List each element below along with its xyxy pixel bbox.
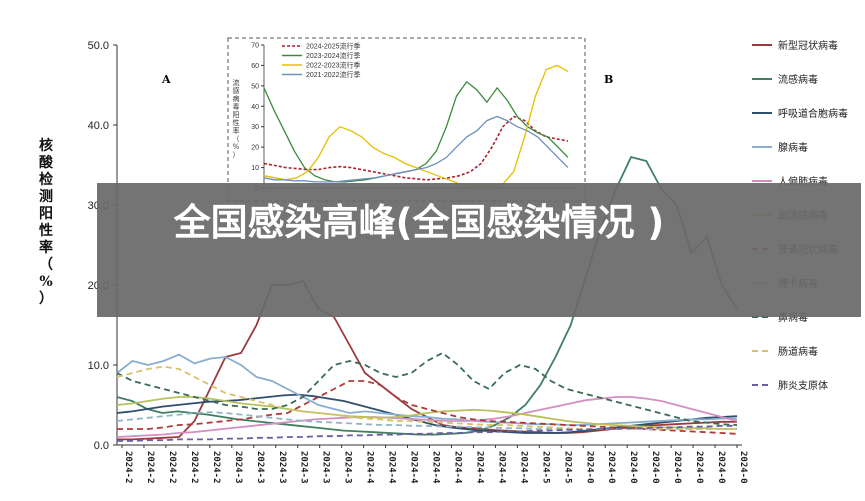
x-tick-label: 2024-3 bbox=[255, 451, 265, 484]
svg-text:（: （ bbox=[39, 257, 53, 273]
svg-text:酸: 酸 bbox=[39, 154, 54, 171]
x-tick-label: 2024-0 bbox=[606, 451, 616, 484]
x-tick-label: 2024-4 bbox=[474, 451, 484, 484]
svg-text:性: 性 bbox=[233, 118, 240, 127]
x-tick-label: 2024-4 bbox=[452, 451, 462, 484]
x-tick-label: 2024-3 bbox=[343, 451, 353, 484]
x-tick-label: 2024-2 bbox=[123, 451, 133, 484]
svg-text:性: 性 bbox=[39, 222, 53, 239]
series-line bbox=[116, 396, 738, 438]
series-line bbox=[116, 411, 737, 430]
svg-text:率: 率 bbox=[233, 126, 240, 135]
svg-text:检: 检 bbox=[39, 171, 53, 188]
inset-y-tick-label: 40 bbox=[251, 104, 259, 111]
svg-text:率: 率 bbox=[39, 239, 53, 256]
inset-legend-label: 2021-2022流行季 bbox=[306, 70, 360, 79]
series-line bbox=[116, 396, 737, 430]
legend-label: 新型冠状病毒 bbox=[778, 39, 838, 52]
x-tick-label: 2024-4 bbox=[518, 451, 528, 484]
svg-text:（: （ bbox=[233, 135, 240, 143]
svg-text:测: 测 bbox=[39, 188, 53, 205]
x-tick-label: 2024-3 bbox=[321, 451, 331, 484]
y-tick-label: 40.0 bbox=[88, 120, 109, 132]
legend-label: 呼吸道合胞病毒 bbox=[778, 107, 848, 120]
inset-y-tick-label: 50 bbox=[251, 83, 259, 90]
series-line bbox=[117, 424, 737, 442]
svg-text:%: % bbox=[233, 143, 240, 151]
x-tick-label: 2024-4 bbox=[409, 451, 419, 484]
x-tick-label: 2024-2 bbox=[145, 451, 155, 484]
x-tick-label: 2024-5 bbox=[562, 451, 572, 484]
inset-y-tick-label: 70 bbox=[251, 43, 259, 50]
svg-text:）: ） bbox=[233, 151, 240, 159]
panel-label-b: B bbox=[604, 73, 613, 86]
x-tick-label: 2024-0 bbox=[716, 451, 726, 484]
svg-text:阳: 阳 bbox=[233, 110, 240, 119]
x-tick-label: 2024-2 bbox=[167, 451, 177, 484]
inset-chart: 010203040506070 2024-2025流行季2023-2024流行季… bbox=[227, 37, 586, 202]
x-tick-label: 2024-4 bbox=[387, 451, 397, 484]
banner-title: 全国感染高峰(全国感染情况 ) bbox=[173, 201, 665, 244]
legend-label: 流感病毒 bbox=[778, 73, 818, 86]
y-tick-label: 50.0 bbox=[88, 40, 109, 52]
x-tick-label: 2024-3 bbox=[299, 451, 309, 484]
y-tick-label: 10.0 bbox=[88, 360, 109, 372]
legend-label: 腺病毒 bbox=[778, 141, 808, 154]
x-tick-label: 2024-3 bbox=[277, 451, 287, 484]
inset-legend-label: 2023-2024流行季 bbox=[306, 51, 360, 60]
x-tick-label: 2024-4 bbox=[496, 451, 506, 484]
svg-text:感: 感 bbox=[233, 86, 240, 95]
panel-label-a: A bbox=[161, 73, 171, 86]
inset-y-tick-label: 60 bbox=[251, 63, 259, 70]
x-tick-label: 2024-0 bbox=[584, 451, 594, 484]
x-tick-label: 2024-5 bbox=[540, 451, 550, 484]
x-tick-label: 2024-2 bbox=[189, 451, 199, 484]
x-tick-label: 2024-0 bbox=[628, 451, 638, 484]
svg-text:流: 流 bbox=[233, 78, 240, 87]
svg-text:阳: 阳 bbox=[39, 206, 53, 222]
x-tick-label: 2024-3 bbox=[233, 451, 243, 484]
y-tick-label: 0.0 bbox=[94, 440, 109, 452]
inset-y-tick-label: 30 bbox=[251, 124, 259, 131]
inset-y-tick-label: 10 bbox=[251, 165, 259, 172]
svg-text:病: 病 bbox=[233, 94, 240, 103]
inset-series-line bbox=[263, 64, 569, 187]
x-tick-label: 2024-0 bbox=[672, 451, 682, 484]
svg-text:核: 核 bbox=[39, 137, 53, 154]
legend-label: 肺炎支原体 bbox=[778, 380, 828, 392]
series-line bbox=[116, 353, 737, 426]
x-tick-label: 2024-4 bbox=[431, 451, 441, 484]
x-tick-label: 2024-0 bbox=[650, 451, 660, 484]
inset-series-line bbox=[263, 115, 569, 181]
x-tick-label: 2024-4 bbox=[365, 451, 375, 484]
x-tick-label: 2024-0 bbox=[694, 451, 704, 484]
legend-label: 肠道病毒 bbox=[778, 345, 818, 358]
x-tick-label: 2024-2 bbox=[211, 451, 221, 484]
inset-frame bbox=[227, 37, 586, 202]
svg-text:%: % bbox=[39, 274, 52, 290]
inset-legend-label: 2022-2023流行季 bbox=[306, 61, 360, 70]
title-banner: 全国感染高峰(全国感染情况 ) bbox=[97, 183, 861, 317]
inset-y-tick-label: 20 bbox=[251, 145, 259, 152]
svg-text:）: ） bbox=[39, 291, 53, 307]
svg-text:毒: 毒 bbox=[233, 102, 240, 111]
inset-legend-label: 2024-2025流行季 bbox=[306, 42, 360, 51]
inset-series-line bbox=[263, 115, 569, 183]
series-line bbox=[117, 380, 738, 435]
x-tick-label: 2024-0 bbox=[738, 451, 748, 484]
